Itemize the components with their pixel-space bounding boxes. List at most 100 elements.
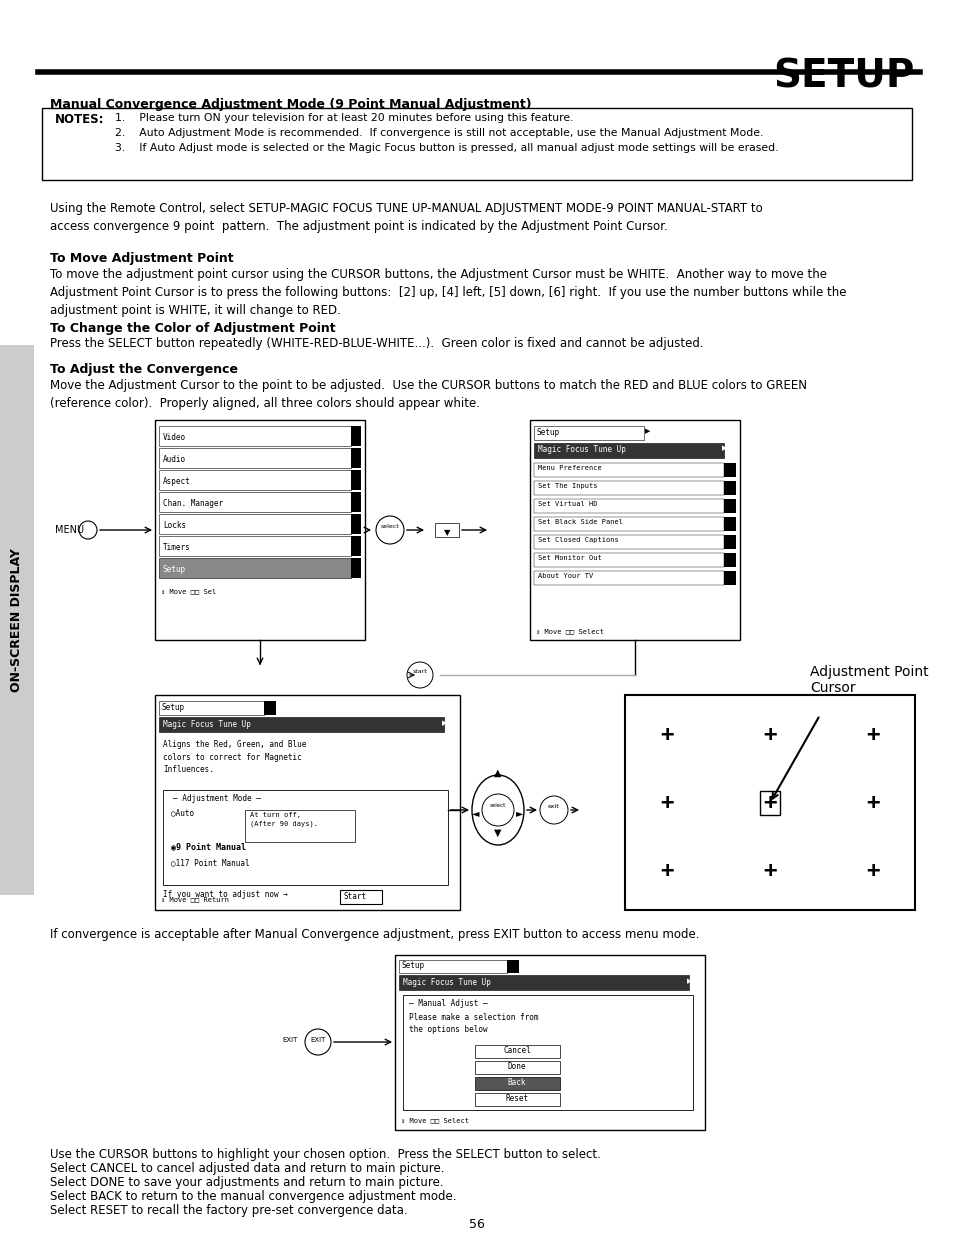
Bar — [723, 553, 735, 567]
Bar — [264, 701, 275, 715]
Text: Setup: Setup — [537, 429, 559, 437]
Text: Setup: Setup — [162, 703, 185, 713]
Bar — [339, 890, 381, 904]
Text: select: select — [489, 803, 506, 808]
Text: ON-SCREEN DISPLAY: ON-SCREEN DISPLAY — [10, 548, 24, 692]
Bar — [154, 420, 365, 640]
Text: Adjustment Point
Cursor: Adjustment Point Cursor — [809, 664, 927, 695]
Text: Please make a selection from
the options below: Please make a selection from the options… — [409, 1013, 537, 1035]
Text: 1.    Please turn ON your television for at least 20 minutes before using this f: 1. Please turn ON your television for at… — [115, 112, 573, 124]
Text: ▼: ▼ — [443, 529, 450, 537]
Bar — [624, 695, 914, 910]
Bar — [351, 536, 360, 556]
Bar — [159, 701, 264, 715]
Text: Reset: Reset — [505, 1094, 528, 1103]
Text: 2.    Auto Adjustment Mode is recommended.  If convergence is still not acceptab: 2. Auto Adjustment Mode is recommended. … — [115, 128, 762, 138]
Bar — [534, 571, 723, 585]
Bar — [159, 536, 351, 556]
Text: Set Closed Captions: Set Closed Captions — [537, 537, 618, 543]
Bar — [351, 448, 360, 468]
Text: +: + — [865, 793, 879, 813]
Text: Press the SELECT button repeatedly (WHITE-RED-BLUE-WHITE...).  Green color is fi: Press the SELECT button repeatedly (WHIT… — [50, 337, 703, 350]
Bar — [245, 810, 355, 842]
Text: ↕ Move □□ Sel: ↕ Move □□ Sel — [161, 588, 216, 594]
Text: Chan. Manager: Chan. Manager — [163, 499, 223, 508]
Text: Setup: Setup — [401, 961, 425, 969]
Bar — [534, 443, 723, 458]
Text: ○117 Point Manual: ○117 Point Manual — [171, 858, 250, 867]
Text: Done: Done — [507, 1062, 526, 1071]
Bar — [475, 1093, 559, 1107]
Text: +: + — [659, 725, 673, 745]
Text: ▶: ▶ — [721, 445, 726, 451]
Text: Cancel: Cancel — [502, 1046, 530, 1055]
Bar — [351, 514, 360, 534]
Bar — [760, 790, 780, 815]
Bar — [159, 448, 351, 468]
Text: ○Auto: ○Auto — [171, 808, 193, 818]
Bar — [723, 517, 735, 531]
Text: Set Virtual HD: Set Virtual HD — [537, 501, 597, 508]
Bar — [475, 1077, 559, 1091]
Text: About Your TV: About Your TV — [537, 573, 593, 579]
Bar — [402, 995, 692, 1110]
Text: 56: 56 — [469, 1218, 484, 1231]
Bar — [723, 535, 735, 550]
Text: +: + — [762, 793, 776, 813]
Text: MENU: MENU — [55, 525, 84, 535]
Text: Aligns the Red, Green, and Blue
colors to correct for Magnetic
Influences.: Aligns the Red, Green, and Blue colors t… — [163, 740, 306, 774]
Bar — [723, 463, 735, 477]
Text: 3.    If Auto Adjust mode is selected or the Magic Focus button is pressed, all : 3. If Auto Adjust mode is selected or th… — [115, 143, 778, 153]
Text: At turn off,
(After 90 days).: At turn off, (After 90 days). — [250, 811, 317, 827]
Text: To Move Adjustment Point: To Move Adjustment Point — [50, 252, 233, 266]
Bar — [159, 718, 443, 732]
Bar — [534, 499, 723, 513]
Bar — [435, 522, 458, 537]
Text: +: + — [659, 861, 673, 881]
Text: Timers: Timers — [163, 543, 191, 552]
Text: Move the Adjustment Cursor to the point to be adjusted.  Use the CURSOR buttons : Move the Adjustment Cursor to the point … — [50, 379, 806, 410]
Text: Manual Convergence Adjustment Mode (9 Point Manual Adjustment): Manual Convergence Adjustment Mode (9 Po… — [50, 98, 531, 111]
Bar — [351, 492, 360, 513]
Bar — [534, 480, 723, 495]
Text: If you want to adjust now →: If you want to adjust now → — [163, 890, 288, 899]
Bar — [534, 535, 723, 550]
Text: Select CANCEL to cancel adjusted data and return to main picture.: Select CANCEL to cancel adjusted data an… — [50, 1162, 444, 1174]
Text: — Adjustment Mode —: — Adjustment Mode — — [172, 794, 260, 803]
Bar — [159, 471, 351, 490]
Text: +: + — [659, 793, 673, 813]
Bar — [159, 426, 351, 446]
Bar — [42, 107, 911, 180]
Text: — Manual Adjust —: — Manual Adjust — — [409, 999, 487, 1008]
Text: +: + — [865, 725, 879, 745]
Bar — [0, 345, 34, 895]
Text: select: select — [380, 524, 399, 529]
Text: ▶: ▶ — [686, 978, 692, 984]
Text: Locks: Locks — [163, 521, 186, 530]
Text: ◄: ◄ — [472, 808, 479, 818]
Text: ↕ Move □□ Select: ↕ Move □□ Select — [400, 1116, 469, 1123]
Text: Using the Remote Control, select SETUP-MAGIC FOCUS TUNE UP-MANUAL ADJUSTMENT MOD: Using the Remote Control, select SETUP-M… — [50, 203, 762, 233]
Bar — [398, 960, 506, 973]
Text: Select BACK to return to the manual convergence adjustment mode.: Select BACK to return to the manual conv… — [50, 1191, 456, 1203]
Text: Select RESET to recall the factory pre-set convergence data.: Select RESET to recall the factory pre-s… — [50, 1204, 407, 1216]
Bar — [163, 790, 448, 885]
Text: Menu Preference: Menu Preference — [537, 466, 601, 471]
Text: Video: Video — [163, 433, 186, 442]
Bar — [534, 553, 723, 567]
Bar — [723, 480, 735, 495]
Text: exit: exit — [548, 804, 559, 809]
Text: Back: Back — [507, 1078, 526, 1087]
Text: Aspect: Aspect — [163, 477, 191, 487]
Text: Select DONE to save your adjustments and return to main picture.: Select DONE to save your adjustments and… — [50, 1176, 443, 1189]
Text: To Adjust the Convergence: To Adjust the Convergence — [50, 363, 237, 375]
Text: ↕ Move □□ Select: ↕ Move □□ Select — [536, 629, 603, 634]
Bar — [395, 955, 704, 1130]
Text: ↕ Move □□ Return: ↕ Move □□ Return — [161, 897, 229, 902]
Text: Set Black Side Panel: Set Black Side Panel — [537, 519, 622, 525]
Bar — [475, 1061, 559, 1074]
Text: Setup: Setup — [163, 564, 186, 574]
Text: If convergence is acceptable after Manual Convergence adjustment, press EXIT but: If convergence is acceptable after Manua… — [50, 927, 699, 941]
Text: Audio: Audio — [163, 454, 186, 464]
Bar — [351, 558, 360, 578]
